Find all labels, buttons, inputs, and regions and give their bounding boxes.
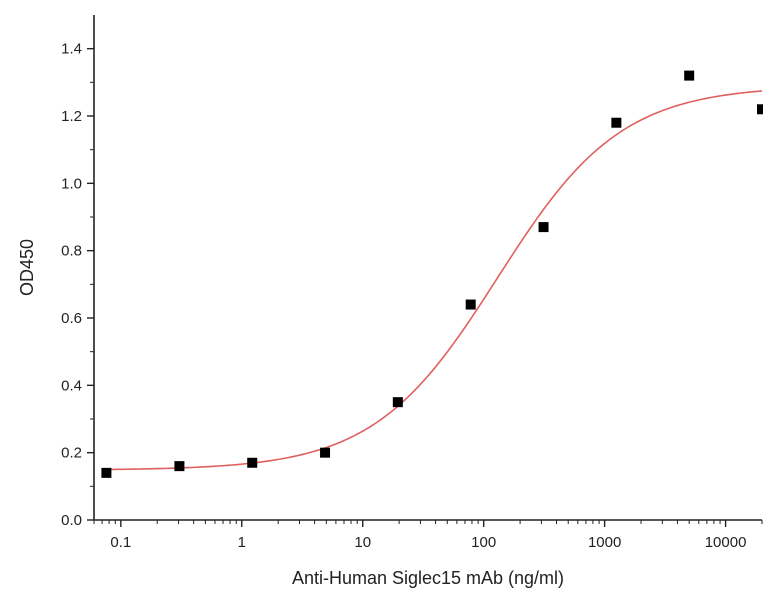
data-point <box>174 461 185 472</box>
data-point <box>538 222 549 233</box>
y-tick-label: 0.2 <box>61 445 82 462</box>
x-tick-label: 1 <box>238 534 246 551</box>
y-tick-label: 1.2 <box>61 108 82 125</box>
labels-layer: Anti-Human Siglec15 mAb (ng/ml) OD450 <box>17 239 564 588</box>
y-tick-label: 0.4 <box>61 377 82 394</box>
axes: 0.0 0.2 0.4 0.6 0.8 1.0 1.2 1.4 0.1 1 10 100 1000 100… <box>61 15 763 551</box>
x-tick-label: 10000 <box>705 534 747 551</box>
x-axis-title: Anti-Human Siglec15 mAb (ng/ml) <box>292 568 564 588</box>
data-point <box>611 117 622 128</box>
y-tick-label: 0.6 <box>61 310 82 327</box>
fit-curve <box>106 90 763 471</box>
y-axis-title: OD450 <box>17 239 37 296</box>
y-tick-label: 0.8 <box>61 243 82 260</box>
y-tick-label: 1.0 <box>61 175 82 192</box>
x-tick-label: 100 <box>471 534 496 551</box>
data-point <box>465 299 476 310</box>
data-point <box>320 447 331 458</box>
x-tick-label: 0.1 <box>110 534 131 551</box>
data-point <box>101 467 112 478</box>
data-point <box>247 457 258 468</box>
x-tick-label: 10 <box>354 534 371 551</box>
y-tick-label: 0.0 <box>61 512 82 529</box>
data-point <box>757 104 763 115</box>
y-tick-label: 1.4 <box>61 41 82 58</box>
data-point <box>392 397 403 408</box>
x-tick-label: 1000 <box>588 534 621 551</box>
data-point <box>684 70 695 81</box>
fit-curve-layer <box>106 90 763 471</box>
data-points-layer <box>101 70 763 478</box>
